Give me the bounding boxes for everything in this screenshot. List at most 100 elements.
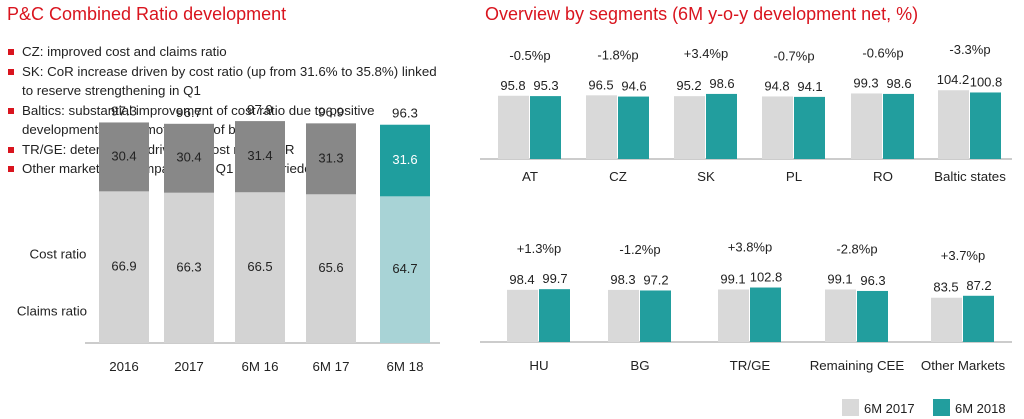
claims-value-label: 65.6: [318, 260, 343, 275]
cost-value-label: 30.4: [176, 150, 201, 165]
series-label-claims-ratio: Claims ratio: [17, 304, 87, 319]
bar-6m-2017: [825, 289, 856, 342]
bar-6m-2017: [586, 95, 617, 159]
claims-ratio-bar: [235, 192, 285, 343]
change-label: -3.3%p: [949, 42, 990, 57]
claims-value-label: 64.7: [392, 261, 417, 276]
value-label-2017: 98.4: [509, 272, 534, 287]
value-label-2018: 100.8: [970, 74, 1003, 89]
bar-6m-2017: [608, 289, 639, 342]
value-label-2017: 99.1: [720, 271, 745, 286]
value-label-2017: 94.8: [764, 78, 789, 93]
claims-ratio-bar: [164, 192, 214, 343]
x-tick-label: CZ: [609, 169, 627, 184]
x-tick-label: AT: [522, 169, 538, 184]
change-label: -0.7%p: [773, 48, 814, 63]
x-tick-label: TR/GE: [730, 358, 771, 373]
x-tick-label: Remaining CEE: [810, 358, 905, 373]
left-panel-title: P&C Combined Ratio development: [7, 4, 287, 24]
value-label-2018: 98.6: [886, 76, 911, 91]
bar-6m-2017: [718, 289, 749, 342]
bar-6m-2018: [794, 96, 825, 159]
right-panel-title: Overview by segments (6M y-o-y developme…: [485, 4, 919, 24]
bar-6m-2017: [498, 95, 529, 159]
change-label: -0.5%p: [509, 48, 550, 63]
x-tick-label: Other Markets: [921, 358, 1006, 373]
change-label: -2.8%p: [836, 241, 877, 256]
x-tick-label: SK: [697, 169, 715, 184]
total-value-label: 96.7: [176, 105, 202, 120]
value-label-2018: 98.6: [709, 76, 734, 91]
bar-6m-2018: [963, 295, 994, 342]
total-value-label: 96.9: [318, 104, 344, 119]
bar-6m-2018: [618, 96, 649, 159]
bar-6m-2017: [674, 96, 705, 159]
cost-value-label: 31.4: [247, 148, 272, 163]
x-tick-label: 6M 18: [387, 359, 424, 374]
change-label: +3.8%p: [728, 240, 772, 255]
value-label-2017: 83.5: [933, 280, 958, 295]
value-label-2017: 99.3: [853, 75, 878, 90]
claims-ratio-bar: [306, 194, 356, 343]
legend-label-6m-2017: 6M 2017: [864, 401, 915, 416]
change-label: -0.6%p: [862, 45, 903, 60]
value-label-2018: 94.1: [797, 79, 822, 94]
legend-label-6m-2018: 6M 2018: [955, 401, 1006, 416]
value-label-2018: 99.7: [542, 271, 567, 286]
x-tick-label: 2017: [174, 359, 204, 374]
change-label: +3.4%p: [684, 46, 728, 61]
x-tick-label: 6M 17: [313, 359, 350, 374]
cost-ratio-bar: [380, 124, 430, 197]
x-tick-label: 6M 16: [242, 359, 279, 374]
claims-value-label: 66.9: [111, 259, 136, 274]
value-label-2017: 95.2: [676, 78, 701, 93]
cost-ratio-bar: [99, 122, 149, 192]
total-value-label: 97.9: [247, 102, 273, 117]
bullet-item: Baltics: substantial improvement of cost…: [7, 101, 447, 140]
bar-6m-2017: [851, 93, 882, 159]
x-tick-label: Baltic states: [934, 169, 1006, 184]
claims-value-label: 66.3: [176, 259, 201, 274]
cost-value-label: 31.3: [318, 150, 343, 165]
cost-value-label: 31.6: [392, 152, 417, 167]
x-tick-label: HU: [529, 358, 548, 373]
cost-ratio-bar: [164, 123, 214, 193]
series-label-cost-ratio: Cost ratio: [30, 247, 87, 262]
bar-6m-2017: [931, 297, 962, 342]
total-value-label: 97.3: [111, 103, 137, 118]
value-label-2018: 95.3: [533, 78, 558, 93]
value-label-2017: 99.1: [827, 271, 852, 286]
x-tick-label: 2016: [109, 359, 139, 374]
change-label: -1.8%p: [597, 47, 638, 62]
legend-swatch-6m-2018: [933, 399, 950, 416]
bar-6m-2018: [530, 96, 561, 159]
cost-ratio-bar: [235, 121, 285, 193]
x-tick-label: PL: [786, 169, 802, 184]
value-label-2018: 97.2: [643, 272, 668, 287]
bar-6m-2017: [762, 96, 793, 159]
bar-6m-2018: [750, 287, 781, 342]
change-label: -1.2%p: [619, 242, 660, 257]
cost-value-label: 30.4: [111, 148, 136, 163]
total-value-label: 96.3: [392, 106, 418, 121]
claims-ratio-bar: [99, 191, 149, 343]
claims-value-label: 66.5: [247, 259, 272, 274]
bar-6m-2017: [938, 90, 969, 159]
change-label: +1.3%p: [517, 241, 561, 256]
value-label-2018: 87.2: [966, 278, 991, 293]
claims-ratio-bar: [380, 196, 430, 343]
bullet-item: TR/GE: deterioration driven by cost rati…: [7, 140, 447, 160]
value-label-2018: 94.6: [621, 79, 646, 94]
bar-6m-2018: [857, 290, 888, 342]
value-label-2017: 96.5: [588, 77, 613, 92]
bar-6m-2018: [883, 93, 914, 159]
bar-6m-2017: [507, 289, 538, 342]
bar-6m-2018: [539, 289, 570, 342]
value-label-2018: 96.3: [860, 273, 885, 288]
value-label-2018: 102.8: [750, 270, 783, 285]
value-label-2017: 95.8: [500, 78, 525, 93]
x-tick-label: RO: [873, 169, 893, 184]
bar-6m-2018: [706, 93, 737, 159]
value-label-2017: 98.3: [610, 272, 635, 287]
